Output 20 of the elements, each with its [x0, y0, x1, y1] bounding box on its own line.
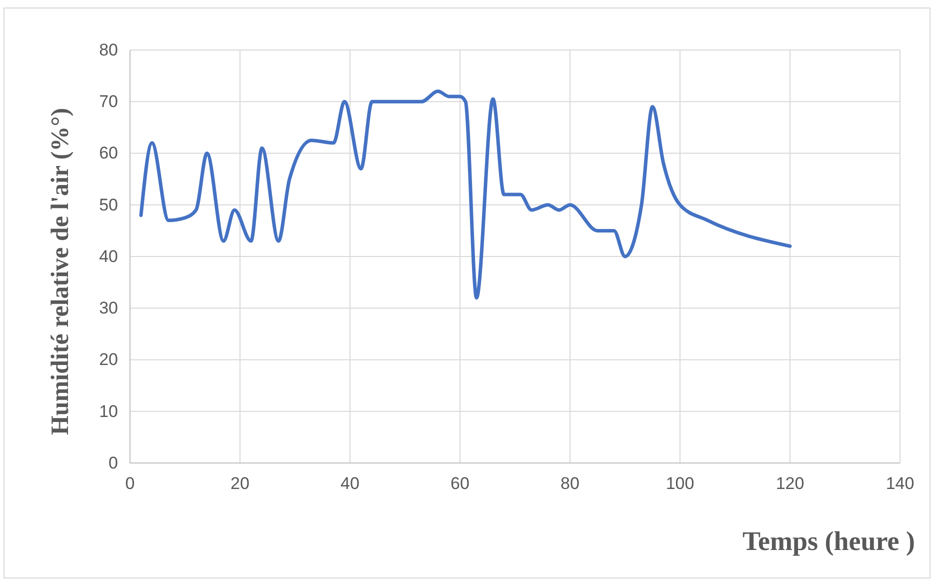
y-tick-label: 0 — [108, 453, 118, 472]
x-tick-label: 40 — [340, 474, 360, 494]
y-tick-label: 40 — [99, 246, 118, 266]
x-tick-label: 100 — [666, 474, 694, 494]
x-tick-label: 140 — [886, 474, 914, 494]
y-tick-label: 60 — [99, 144, 118, 163]
x-tick-label: 80 — [560, 474, 580, 494]
y-tick-label: 80 — [99, 40, 118, 60]
y-tick-label: 20 — [99, 350, 118, 370]
x-tick-label: 120 — [776, 474, 804, 494]
y-tick-label: 30 — [99, 298, 118, 318]
line-series — [139, 90, 792, 300]
y-tick-label: 10 — [99, 402, 118, 421]
y-axis-title: Humidité relative de l'air (%°) — [47, 108, 74, 436]
x-tick-label: 20 — [230, 474, 250, 494]
x-tick-label: 0 — [125, 474, 135, 494]
x-tick-label: 60 — [450, 474, 470, 494]
x-axis-title: Temps (heure ) — [742, 526, 915, 556]
y-tick-label: 50 — [99, 195, 118, 214]
y-tick-label: 70 — [99, 92, 118, 112]
